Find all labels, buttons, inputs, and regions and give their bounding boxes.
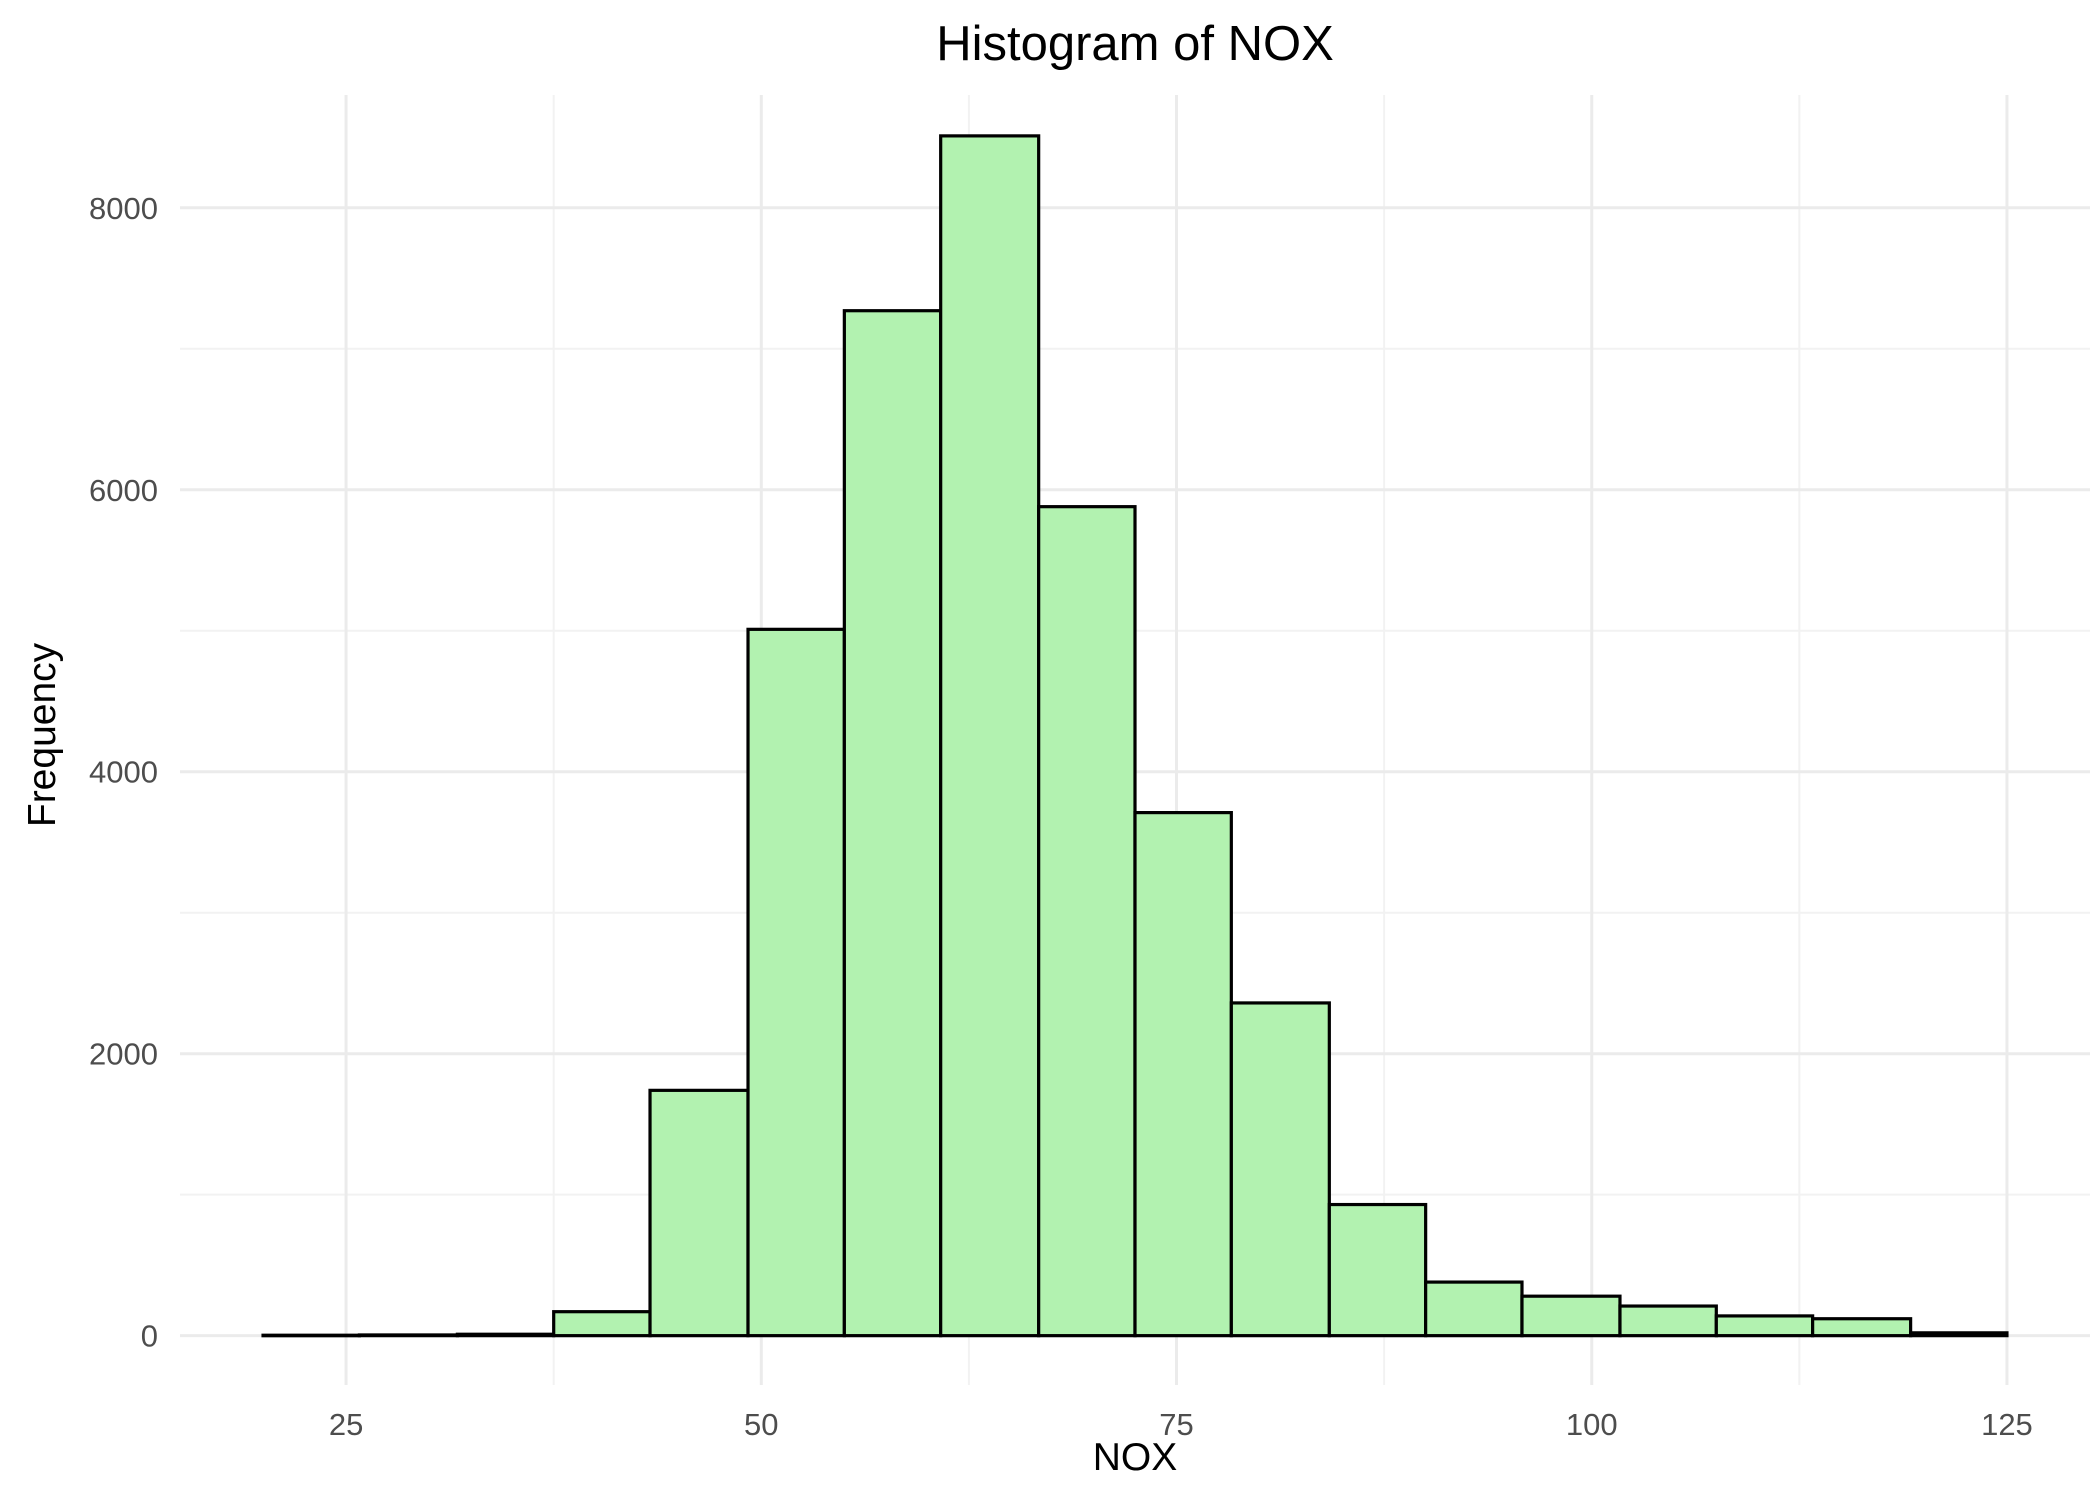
histogram-bar: [1133, 811, 1233, 1338]
y-tick-label: 0: [141, 1319, 158, 1354]
histogram-bar: [842, 309, 943, 1338]
histogram-bar: [1618, 1304, 1718, 1338]
x-tick-label: 100: [1566, 1407, 1618, 1442]
histogram-bar: [1229, 1001, 1331, 1338]
bars-layer: [261, 134, 2009, 1338]
x-tick-label: 75: [1159, 1407, 1193, 1442]
histogram-bar: [1424, 1280, 1524, 1338]
histogram-bar: [1037, 505, 1137, 1338]
histogram-bar: [455, 1332, 556, 1338]
histogram-bar: [1520, 1294, 1622, 1338]
y-tick-label: 6000: [89, 473, 158, 508]
histogram-bar: [1909, 1331, 2009, 1338]
histogram-bar: [1327, 1202, 1428, 1338]
histogram-bar: [261, 1333, 361, 1338]
histogram-bar: [1714, 1314, 1815, 1338]
histogram-bar: [357, 1333, 459, 1338]
x-tick-label: 125: [1981, 1407, 2033, 1442]
y-tick-label: 4000: [89, 755, 158, 790]
histogram-bar: [939, 134, 1041, 1338]
y-tick-label: 8000: [89, 191, 158, 226]
x-tick-label: 50: [744, 1407, 778, 1442]
chart-title: Histogram of NOX: [936, 17, 1334, 71]
y-axis-title: Frequency: [21, 642, 64, 827]
y-tick-label: 2000: [89, 1037, 158, 1072]
histogram-bar: [648, 1088, 750, 1338]
histogram-bar: [552, 1310, 652, 1338]
histogram-bar: [746, 627, 846, 1338]
x-axis-title: NOX: [1093, 1436, 1178, 1479]
histogram-bar: [1811, 1317, 1913, 1338]
x-tick-label: 25: [329, 1407, 363, 1442]
ticks-layer: 25 50 75 100 125 0 2000 4000 6000 8000: [89, 191, 2033, 1442]
